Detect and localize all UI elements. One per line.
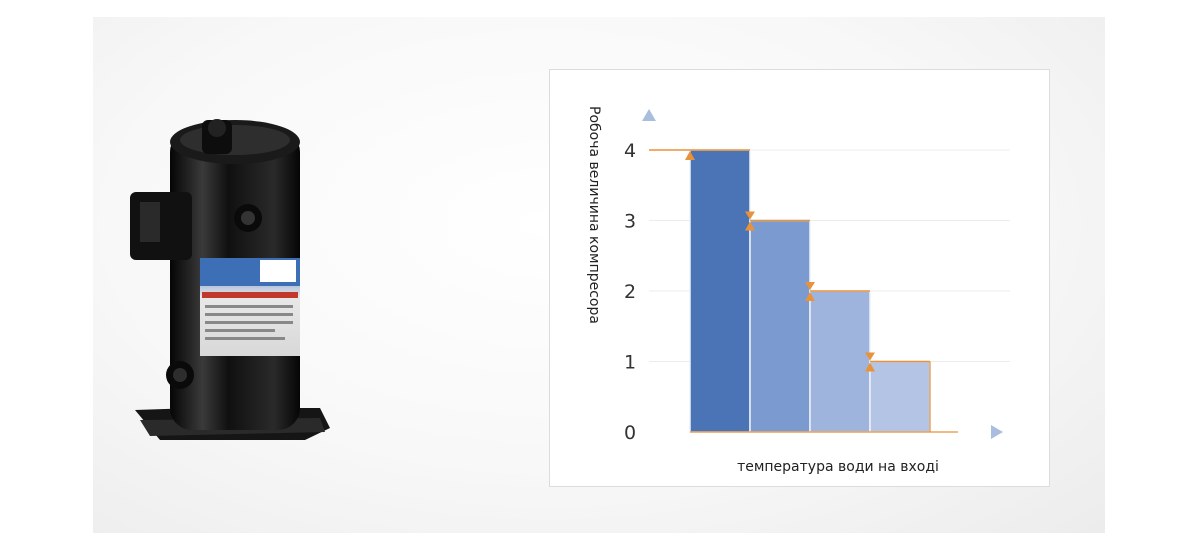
step-marker-up-icon (865, 362, 875, 372)
step-marker-up-icon (805, 292, 815, 301)
step-marker-down-icon (865, 352, 875, 361)
step-marker-up-icon (745, 221, 755, 231)
y-axis-label: Робоча величина компресора (586, 106, 602, 324)
x-axis-arrow-icon (991, 425, 1003, 439)
x-axis-label: температура води на вході (737, 459, 939, 475)
y-axis-arrow-icon (642, 109, 656, 121)
bar-stage-3 (809, 290, 871, 433)
step-marker-down-icon (745, 211, 755, 220)
compressor-image (130, 119, 330, 440)
bar-stage-4 (869, 360, 931, 433)
chart-panel: 0 1 2 3 4 температура води на вході Робоча в… (549, 69, 1050, 487)
bars (649, 149, 931, 433)
bar-stage-2 (749, 219, 811, 433)
step-marker-up-icon (685, 151, 695, 160)
y-tick-label-4: 4 (624, 140, 636, 162)
step-marker-down-icon (805, 282, 815, 290)
bar-stage-1 (689, 149, 751, 433)
y-tick-label-3: 3 (624, 211, 636, 233)
chart-canvas: 0 1 2 3 4 температура води на вході Робоча в… (586, 106, 1010, 475)
y-tick-label-0: 0 (624, 422, 636, 444)
y-tick-label-2: 2 (624, 281, 636, 303)
y-tick-labels: 0 1 2 3 4 (624, 140, 636, 444)
y-tick-label-1: 1 (624, 352, 636, 374)
step-markers (685, 151, 875, 372)
